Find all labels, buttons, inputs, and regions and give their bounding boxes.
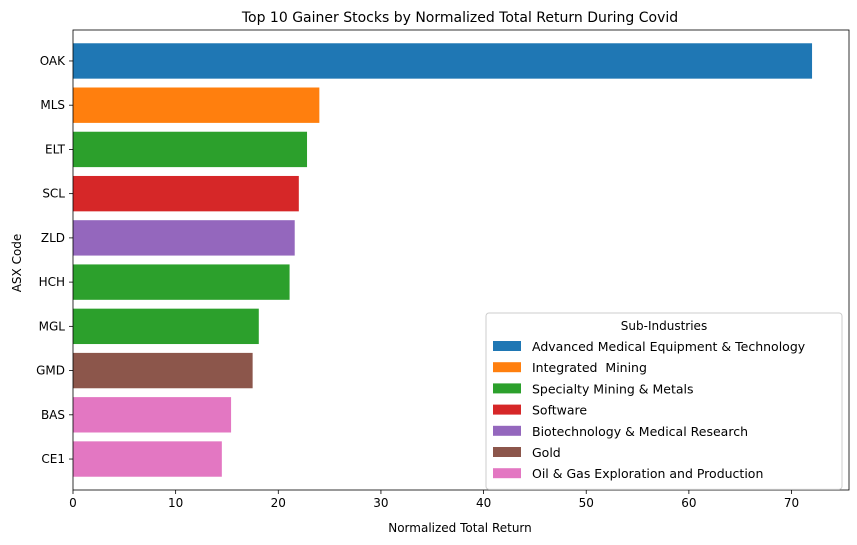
legend-item: Specialty Mining & Metals (493, 381, 694, 396)
legend-label: Software (532, 403, 587, 418)
bar-oak (73, 43, 813, 79)
x-tick-label-20: 20 (271, 496, 286, 510)
legend-item: Advanced Medical Equipment & Technology (493, 339, 806, 354)
legend-label: Advanced Medical Equipment & Technology (532, 339, 806, 354)
legend-item: Gold (493, 445, 561, 460)
plot-area: OAK MLS ELT SCL ZLD HCH MGL GMD BAS CE1 0 10 20 30 40 5… (36, 29, 850, 510)
y-tick-label-scl: SCL (42, 187, 65, 201)
bar-bas (73, 397, 232, 433)
legend-item: Biotechnology & Medical Research (493, 424, 748, 439)
x-tick-label-0: 0 (69, 496, 77, 510)
y-tick-label-zld: ZLD (41, 231, 65, 245)
legend-swatch (493, 425, 521, 436)
legend-label: Biotechnology & Medical Research (532, 424, 748, 439)
legend-swatch (493, 468, 521, 479)
bar-ce1 (73, 441, 222, 477)
legend-swatch (493, 383, 521, 394)
legend-item: Software (493, 403, 587, 418)
legend-swatch (493, 341, 521, 351)
legend-swatch (493, 362, 521, 373)
y-tick-label-gmd: GMD (36, 364, 65, 378)
legend-label: Oil & Gas Exploration and Production (532, 466, 763, 481)
x-tick-label-40: 40 (476, 496, 491, 510)
legend: Sub-Industries Advanced Medical Equipment… (485, 312, 843, 490)
x-tick-label-50: 50 (579, 496, 594, 510)
x-tick-label-70: 70 (784, 496, 799, 510)
plot-frame (72, 29, 850, 491)
legend-title: Sub-Industries (621, 319, 707, 333)
x-axis-label: Normalized Total Return (388, 521, 532, 535)
x-tick-label-60: 60 (681, 496, 696, 510)
x-tick-label-30: 30 (373, 496, 388, 510)
y-tick-label-mls: MLS (40, 98, 65, 112)
legend-label: Specialty Mining & Metals (532, 381, 694, 396)
bar-gmd (73, 352, 253, 389)
legend-swatch (493, 447, 521, 457)
bar-hch (73, 264, 290, 300)
legend-label: Integrated Mining (532, 360, 647, 375)
legend-item: Oil & Gas Exploration and Production (493, 466, 763, 481)
legend-label: Gold (532, 445, 561, 460)
y-tick-label-ce1: CE1 (41, 452, 65, 466)
legend-swatch (493, 404, 521, 415)
legend-item: Integrated Mining (493, 360, 647, 375)
x-tick-label-10: 10 (168, 496, 183, 510)
y-tick-label-oak: OAK (40, 54, 66, 68)
y-tick-label-mgl: MGL (39, 319, 66, 333)
chart-title: Top 10 Gainer Stocks by Normalized Total… (241, 10, 678, 26)
bar-elt (73, 131, 308, 168)
bar-mgl (73, 308, 259, 345)
y-axis-label: ASX Code (10, 234, 24, 293)
bar-mls (73, 87, 320, 123)
bar-zld (73, 220, 295, 256)
y-tick-label-elt: ELT (45, 142, 66, 156)
y-tick-label-bas: BAS (41, 408, 65, 422)
bar-scl (73, 175, 299, 212)
y-tick-label-hch: HCH (39, 275, 65, 289)
legend-box (485, 312, 843, 490)
